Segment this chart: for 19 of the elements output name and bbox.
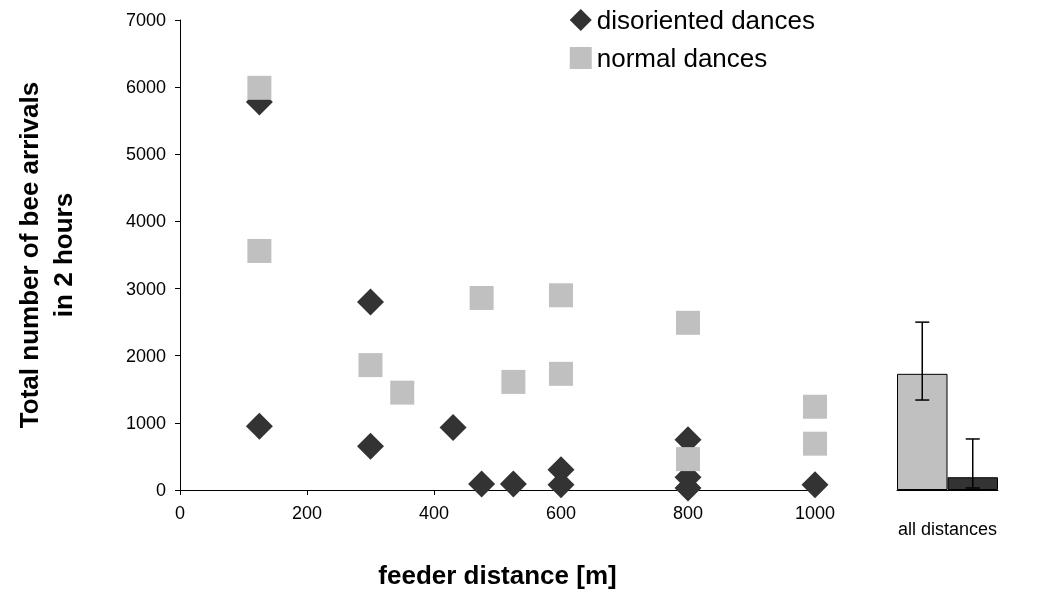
x-tick-label: 0 bbox=[174, 503, 186, 523]
y-tick-label: 6000 bbox=[125, 77, 166, 98]
legend-label: normal dances bbox=[596, 43, 768, 73]
y-axis-title: Total number of bee arrivals in 2 hours bbox=[14, 81, 78, 429]
x-tick-label: 1000 bbox=[794, 503, 836, 523]
y-tick-label: 5000 bbox=[125, 144, 166, 165]
x-tick-label: 600 bbox=[545, 503, 577, 523]
legend-label: disoriented dances bbox=[596, 5, 816, 35]
y-tick-label: 0 bbox=[155, 480, 166, 500]
x-tick-label: 800 bbox=[672, 503, 704, 523]
y-tick-label: 2000 bbox=[125, 345, 166, 366]
x-tick-label: 200 bbox=[291, 503, 323, 523]
x-tick-label: 400 bbox=[418, 503, 450, 523]
x-tick-label: all distances bbox=[897, 519, 998, 539]
y-tick-label: 7000 bbox=[125, 10, 166, 30]
y-tick-label: 4000 bbox=[125, 211, 166, 232]
x-axis-title: feeder distance [m] bbox=[378, 560, 617, 590]
y-tick-label: 1000 bbox=[125, 412, 166, 433]
y-tick-label: 3000 bbox=[125, 278, 166, 299]
